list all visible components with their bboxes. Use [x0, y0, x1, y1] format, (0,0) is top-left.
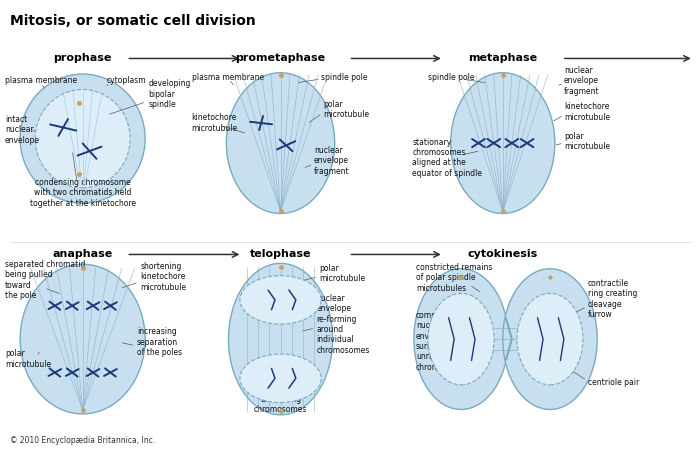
Text: separated chromatid
being pulled
toward
the pole: separated chromatid being pulled toward …: [5, 260, 85, 300]
Text: shortening
kinetochore
microtubule: shortening kinetochore microtubule: [140, 262, 186, 292]
Text: completed
nuclear
envelope
surrounding
unraveling
chromosomes: completed nuclear envelope surrounding u…: [416, 311, 469, 372]
Text: Mitosis, or somatic cell division: Mitosis, or somatic cell division: [10, 14, 256, 28]
Text: centriole pair: centriole pair: [587, 378, 638, 387]
Text: kinetochore
microtubule: kinetochore microtubule: [564, 102, 610, 122]
Ellipse shape: [503, 269, 597, 410]
Text: polar
microtubule: polar microtubule: [564, 132, 610, 152]
Ellipse shape: [20, 264, 145, 414]
Text: metaphase: metaphase: [468, 54, 538, 64]
Text: prometaphase: prometaphase: [235, 54, 326, 64]
Text: plasma membrane: plasma membrane: [5, 76, 77, 85]
Text: spindle pole: spindle pole: [428, 73, 475, 82]
Text: plasma membrane: plasma membrane: [192, 73, 264, 82]
Text: nuclear
envelope
re-forming
around
individual
chromosomes: nuclear envelope re-forming around indiv…: [316, 294, 370, 355]
Text: kinetochore
microtubule: kinetochore microtubule: [192, 113, 238, 133]
Ellipse shape: [240, 354, 321, 403]
Text: anaphase: anaphase: [52, 249, 113, 259]
Text: developing
bipolar
spindle: developing bipolar spindle: [148, 79, 191, 109]
Text: prophase: prophase: [53, 54, 112, 64]
Ellipse shape: [20, 74, 145, 203]
Text: stationary
chromosomes
aligned at the
equator of spindle: stationary chromosomes aligned at the eq…: [412, 138, 482, 178]
Text: nuclear
envelope
fragment: nuclear envelope fragment: [314, 146, 349, 176]
Ellipse shape: [226, 73, 335, 213]
Text: polar
microtubule: polar microtubule: [319, 264, 365, 283]
Text: polar
microtubule: polar microtubule: [323, 100, 370, 120]
Text: nuclear
envelope
fragment: nuclear envelope fragment: [564, 66, 599, 96]
Text: contractile
ring creating
cleavage
furrow: contractile ring creating cleavage furro…: [587, 279, 637, 319]
Text: unraveling
chromosomes: unraveling chromosomes: [254, 395, 307, 414]
Ellipse shape: [240, 276, 321, 324]
Ellipse shape: [428, 293, 494, 385]
Text: spindle pole: spindle pole: [321, 73, 368, 82]
Ellipse shape: [228, 263, 332, 415]
Text: © 2010 Encyclopædia Britannica, Inc.: © 2010 Encyclopædia Britannica, Inc.: [10, 436, 155, 445]
Ellipse shape: [35, 90, 130, 188]
Text: telophase: telophase: [250, 249, 312, 259]
Text: polar
microtubule: polar microtubule: [5, 350, 51, 369]
Ellipse shape: [414, 269, 508, 410]
Text: intact
nuclear
envelope: intact nuclear envelope: [5, 115, 40, 145]
Ellipse shape: [517, 293, 583, 385]
Text: cytokinesis: cytokinesis: [468, 249, 538, 259]
Text: constricted remains
of polar spindle
microtubules: constricted remains of polar spindle mic…: [416, 263, 492, 293]
Text: cytoplasm: cytoplasm: [107, 76, 146, 85]
Text: increasing
separation
of the poles: increasing separation of the poles: [136, 327, 182, 357]
Ellipse shape: [451, 73, 555, 213]
Text: condensing chromosome
with two chromatids held
together at the kinetochore: condensing chromosome with two chromatid…: [29, 178, 136, 208]
